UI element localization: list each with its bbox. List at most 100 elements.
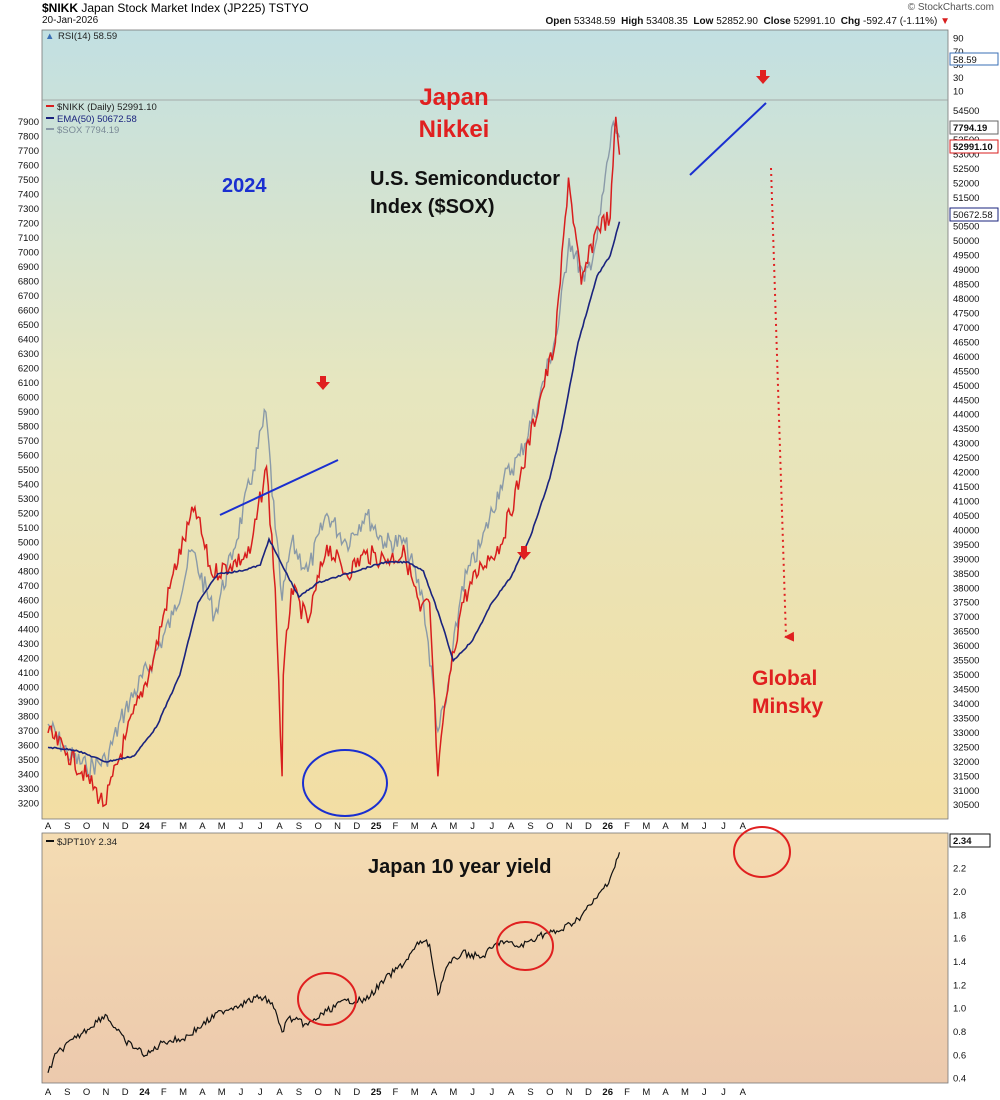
x-tick-label: A (740, 821, 747, 832)
crash-circle-2024 (302, 749, 388, 817)
legend-sox: $SOX 7794.19 (57, 125, 119, 136)
sox-last-label: 7794.19 (953, 123, 987, 134)
right-tick-label: 47500 (953, 308, 979, 319)
rsi-tick-label: 10 (953, 86, 964, 97)
x-tick-label: 26 (602, 821, 613, 832)
right-tick-label: 48000 (953, 294, 979, 305)
right-tick-label: 43500 (953, 424, 979, 435)
x-tick-label: A (662, 821, 669, 832)
arrow-down-icon (756, 70, 770, 84)
right-tick-label: 34000 (953, 699, 979, 710)
left-tick-label: 3600 (18, 741, 39, 752)
left-tick-label: 5900 (18, 407, 39, 418)
open-value: 53348.59 (573, 16, 616, 27)
x-tick-label: O (315, 821, 322, 832)
arrow-down-icon (517, 546, 531, 560)
annotation-global: Global (752, 667, 817, 690)
x-tick-label: J (239, 1087, 244, 1098)
x-tick-label: A (276, 1087, 283, 1098)
ema-last-label: 50672.58 (953, 210, 993, 221)
x-tick-label: A (431, 1087, 438, 1098)
x-tick-label: A (45, 821, 52, 832)
left-tick-label: 5500 (18, 465, 39, 476)
ohlc-readout: Open 53348.59 High 53408.35 Low 52852.90… (546, 16, 950, 27)
left-tick-label: 3900 (18, 697, 39, 708)
x-tick-label: N (566, 821, 573, 832)
left-tick-label: 4000 (18, 683, 39, 694)
right-tick-label: 40000 (953, 525, 979, 536)
right-tick-label: 37000 (953, 612, 979, 623)
left-tick-label: 7000 (18, 248, 39, 259)
right-tick-label: 46500 (953, 337, 979, 348)
arrow-down-icon (316, 376, 330, 390)
yield-tick-label: 0.8 (953, 1027, 966, 1038)
left-tick-label: 6100 (18, 378, 39, 389)
symbol-line: $NIKK Japan Stock Market Index (JP225) T… (42, 1, 309, 15)
symbol-name: Japan Stock Market Index (JP225) TSTYO (81, 1, 309, 15)
open-label: Open (545, 16, 572, 27)
right-tick-label: 50000 (953, 236, 979, 247)
right-tick-label: 49500 (953, 251, 979, 262)
right-tick-label: 37500 (953, 598, 979, 609)
x-tick-label: 25 (371, 1087, 382, 1098)
yield-tick-label: 1.2 (953, 980, 966, 991)
left-tick-label: 7600 (18, 161, 39, 172)
left-tick-label: 6900 (18, 262, 39, 273)
yield-circle-2025 (496, 921, 554, 971)
right-tick-label: 49000 (953, 265, 979, 276)
left-tick-label: 5000 (18, 538, 39, 549)
nikkei-last-label: 52991.10 (953, 142, 993, 153)
high-value: 53408.35 (646, 16, 688, 27)
x-axis-yield: A S O N D 24 F M A M J J A S O N D 25 F M A M J J A S O N D 26 F M A M J J A (45, 1087, 747, 1098)
x-tick-label: S (527, 1087, 533, 1098)
right-tick-label: 45000 (953, 381, 979, 392)
x-tick-label: J (702, 1087, 707, 1098)
left-tick-label: 3200 (18, 799, 39, 810)
x-tick-label: D (122, 1087, 129, 1098)
right-tick-label: 32000 (953, 757, 979, 768)
x-tick-label: J (258, 1087, 263, 1098)
left-tick-label: 5400 (18, 480, 39, 491)
rsi-tick-label: 90 (953, 34, 964, 45)
legend-nikkei: $NIKK (Daily) 52991.10 (57, 102, 157, 113)
x-tick-label: 24 (139, 1087, 150, 1098)
x-tick-label: S (64, 821, 70, 832)
chg-label: Chg (840, 16, 861, 27)
right-tick-label: 40500 (953, 511, 979, 522)
yield-tick-label: 1.8 (953, 910, 966, 921)
x-tick-label: F (392, 1087, 398, 1098)
yield-circle-2026 (733, 826, 791, 878)
right-tick-label: 54500 (953, 106, 979, 117)
x-tick-label: M (642, 821, 650, 832)
left-tick-label: 4200 (18, 654, 39, 665)
down-triangle-icon: ▼ (940, 16, 950, 27)
x-tick-label: A (740, 1087, 747, 1098)
right-tick-label: 44000 (953, 410, 979, 421)
right-tick-label: 31500 (953, 771, 979, 782)
rsi-logo-icon: ▲ (45, 31, 54, 42)
x-tick-label: S (296, 821, 302, 832)
right-tick-label: 42500 (953, 453, 979, 464)
x-tick-label: A (508, 1087, 515, 1098)
left-tick-label: 6700 (18, 291, 39, 302)
x-tick-label: M (449, 1087, 457, 1098)
left-tick-label: 7300 (18, 204, 39, 215)
x-tick-label: J (470, 1087, 475, 1098)
left-tick-label: 5600 (18, 451, 39, 462)
right-tick-label: 48500 (953, 280, 979, 291)
right-tick-label: 35000 (953, 670, 979, 681)
x-tick-label: D (353, 821, 360, 832)
x-tick-label: M (179, 1087, 187, 1098)
rsi-last-label: 58.59 (953, 55, 977, 66)
left-tick-label: 6300 (18, 349, 39, 360)
right-tick-label: 33000 (953, 728, 979, 739)
x-tick-label: A (45, 1087, 52, 1098)
annotation-sox-1: U.S. Semiconductor (370, 168, 560, 190)
right-tick-label: 44500 (953, 395, 979, 406)
right-tick-label: 42000 (953, 468, 979, 479)
x-tick-label: M (681, 1087, 689, 1098)
x-tick-label: 26 (602, 1087, 613, 1098)
chg-value: -592.47 (-1.11%) (863, 16, 938, 27)
right-tick-label: 35500 (953, 656, 979, 667)
x-tick-label: M (411, 1087, 419, 1098)
